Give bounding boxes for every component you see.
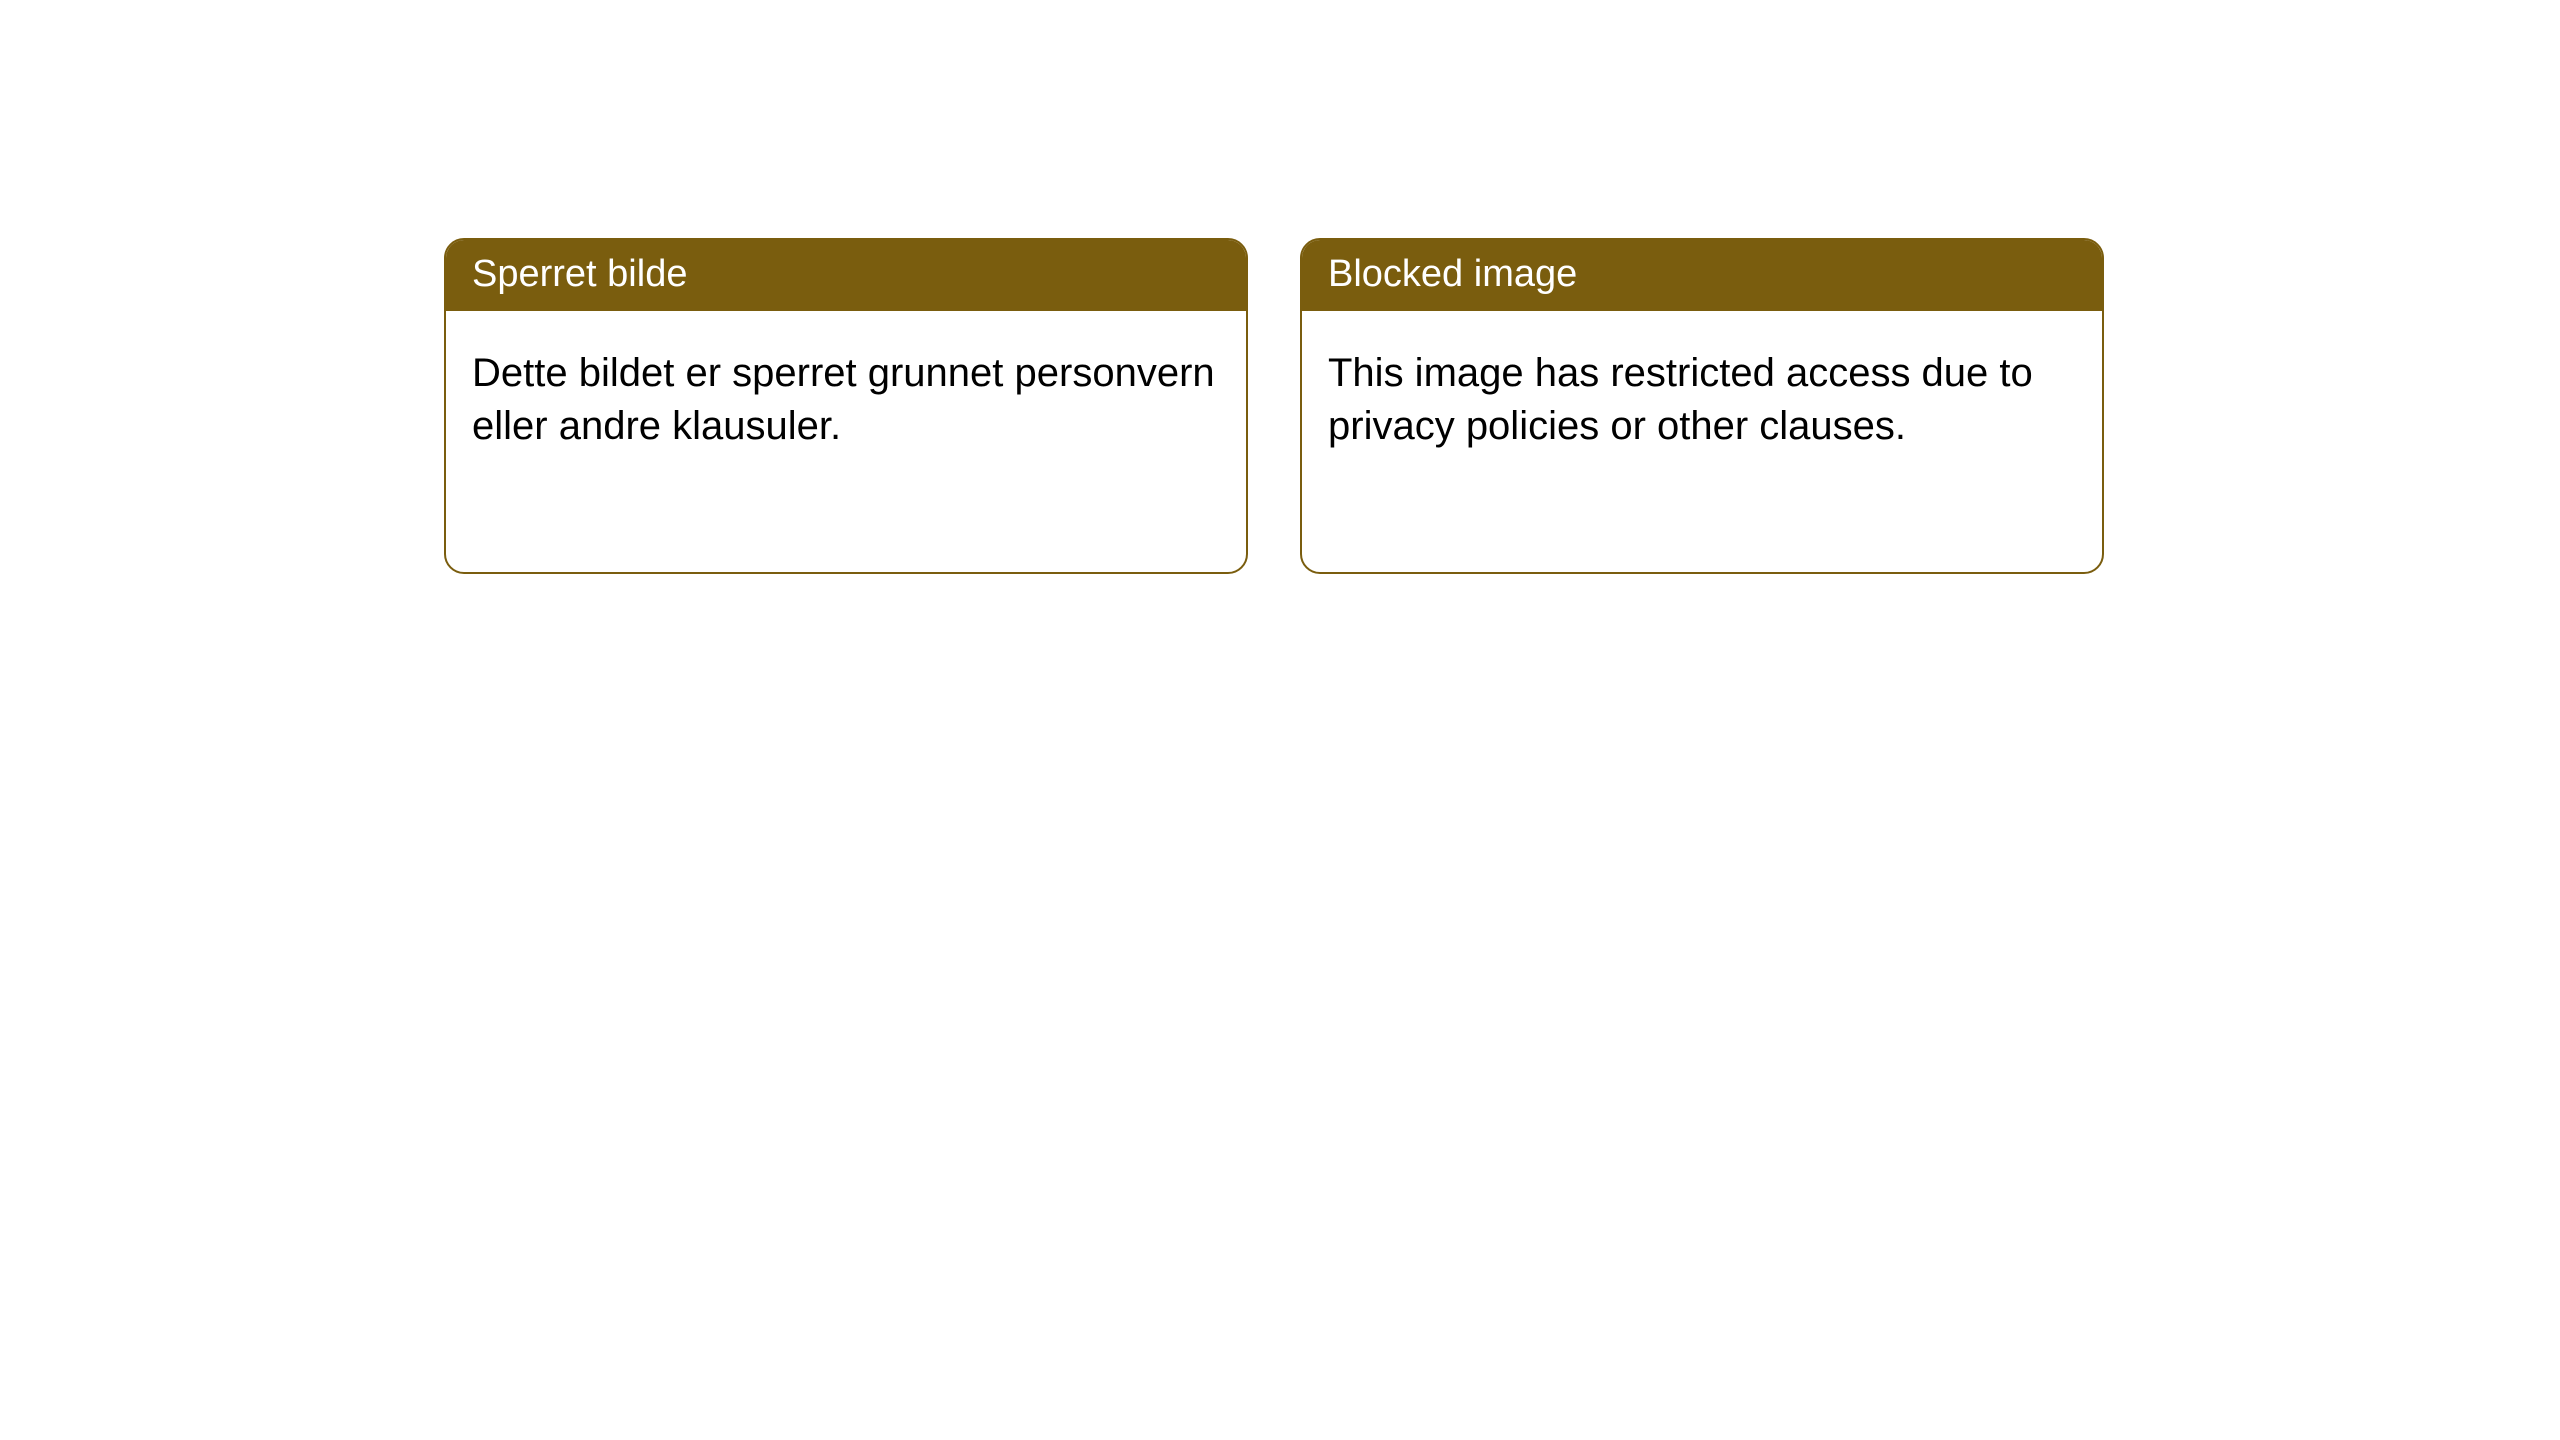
- notice-title: Blocked image: [1302, 240, 2102, 311]
- notice-body: Dette bildet er sperret grunnet personve…: [446, 311, 1246, 479]
- notice-card-english: Blocked image This image has restricted …: [1300, 238, 2104, 574]
- notice-card-norwegian: Sperret bilde Dette bildet er sperret gr…: [444, 238, 1248, 574]
- notice-title: Sperret bilde: [446, 240, 1246, 311]
- notice-body: This image has restricted access due to …: [1302, 311, 2102, 479]
- notice-container: Sperret bilde Dette bildet er sperret gr…: [0, 0, 2560, 574]
